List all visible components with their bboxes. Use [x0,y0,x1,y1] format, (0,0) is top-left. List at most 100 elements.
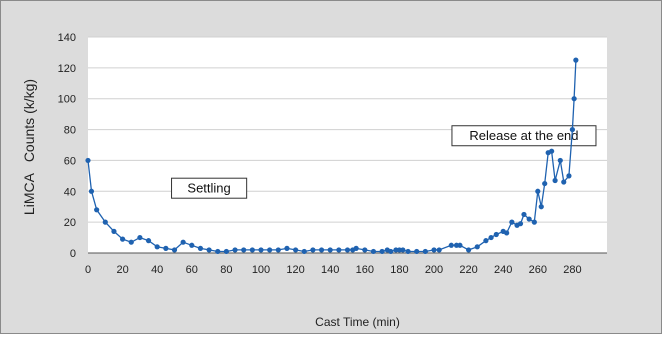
data-point [206,247,212,253]
annotation-text: Settling [187,181,230,196]
x-tick-label: 240 [494,264,512,276]
y-tick-label: 140 [58,32,76,44]
data-point [504,230,510,236]
data-point [284,245,290,251]
data-point [569,126,576,133]
annotation: Release at the end [451,125,597,147]
data-point [538,204,544,210]
y-tick-label: 20 [64,217,76,229]
x-tick-label: 60 [186,264,198,276]
annotation: Settling [171,177,248,199]
x-tick-label: 260 [529,264,547,276]
x-tick-label: 80 [220,264,232,276]
data-point [215,248,221,255]
x-tick-label: 140 [321,264,339,276]
data-point [180,239,186,245]
data-point [379,248,385,255]
y-tick-label: 40 [64,186,76,198]
data-point [353,245,359,251]
y-tick-labels: 0 20 40 60 80 100 120 140 [58,32,76,260]
data-point [336,247,342,253]
data-point [189,242,195,248]
annotations: Settling Release at the end [171,125,597,199]
data-point [137,234,143,241]
data-point [120,236,126,242]
x-tick-label: 20 [116,264,128,276]
y-tick-label: 0 [70,248,76,260]
data-points [85,57,579,255]
data-point [526,216,532,222]
annotation-box [171,177,248,199]
data-point [561,179,567,185]
data-point [267,247,273,253]
data-point [552,177,558,184]
data-point [232,247,238,253]
data-point [488,234,494,241]
data-point [88,188,95,194]
data-point [197,245,204,251]
data-point [327,247,333,253]
x-axis-label: Cast Time (min) [315,315,400,329]
data-point [370,248,377,255]
data-point [94,207,100,213]
x-tick-label: 100 [252,264,270,276]
data-point [249,247,255,253]
data-point [145,238,152,244]
data-point [535,188,541,194]
data-point [557,157,563,164]
data-point [457,242,463,248]
data-point [573,57,579,63]
data-point [571,96,577,102]
data-point [521,211,527,218]
data-point [154,244,160,250]
data-point [474,244,480,250]
data-point [431,247,437,253]
y-tick-label: 60 [64,155,76,167]
data-point [517,221,524,227]
annotation-text: Release at the end [469,128,578,143]
x-tick-label: 160 [356,264,374,276]
y-axis-label: LiMCA Counts (k/kg) [21,79,37,215]
x-tick-label: 220 [459,264,477,276]
data-point [483,238,489,244]
data-point [111,228,117,234]
x-tick-labels: 0 20 40 60 80 100 120 140 160 180 200 220 240 260 280 [85,264,582,276]
data-point [301,248,307,255]
data-point [549,148,555,154]
x-tick-label: 0 [85,264,91,276]
data-point [448,242,454,248]
data-point [493,231,499,238]
data-point [414,248,420,255]
data-point [128,239,134,245]
y-tick-label: 120 [58,63,76,75]
data-point [163,245,169,251]
data-point [405,248,411,255]
data-point [318,247,325,253]
data-point [241,247,247,253]
annotation-box [451,125,597,147]
data-point [422,248,428,255]
x-tick-label: 280 [563,264,581,276]
x-tick-label: 200 [425,264,443,276]
data-point [509,219,515,225]
data-point [388,248,394,255]
data-point [344,247,351,253]
data-point [275,247,281,253]
y-tick-label: 100 [58,94,76,106]
data-point [171,247,178,253]
data-point [400,247,406,253]
data-point [85,157,91,164]
data-point [466,247,472,253]
data-point [293,247,299,253]
data-point [258,247,264,253]
data-point [310,247,316,253]
data-point [566,173,572,179]
data-point [542,180,548,187]
x-tick-label: 40 [151,264,163,276]
data-point [102,219,108,225]
x-tick-label: 120 [286,264,304,276]
data-point [531,219,537,225]
x-tick-label: 180 [390,264,408,276]
